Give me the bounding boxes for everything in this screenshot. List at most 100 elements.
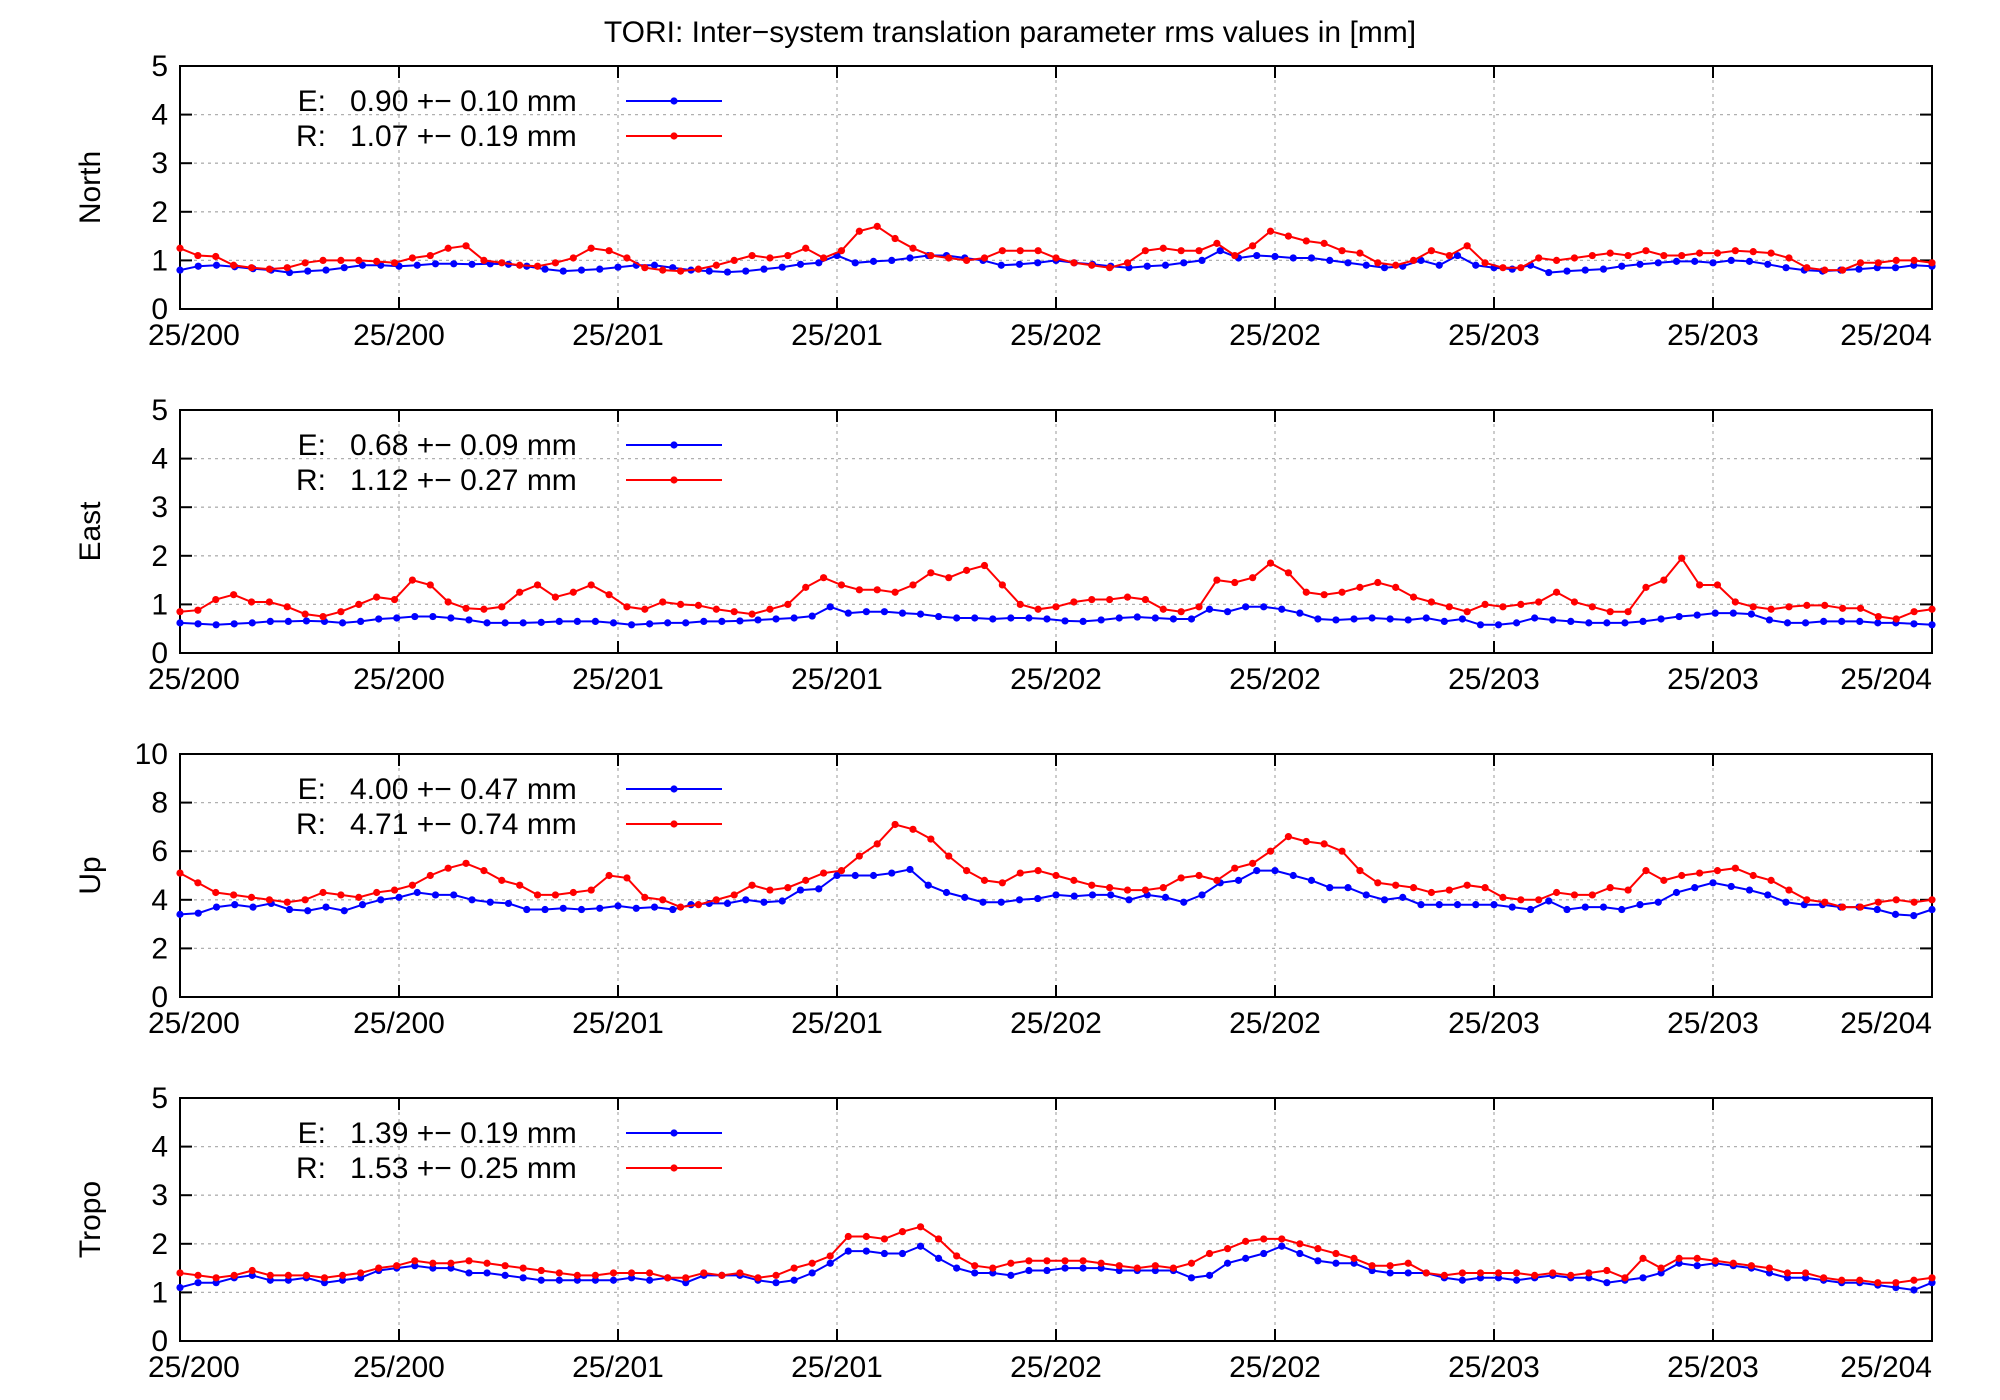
east-data-point — [337, 608, 345, 616]
tropo-data-point — [1223, 1245, 1232, 1253]
north-data-point — [1326, 256, 1334, 264]
north-data-point — [891, 234, 899, 243]
up-xtick-label: 25/203 — [1448, 1007, 1540, 1040]
up-data-point — [1581, 903, 1589, 911]
up-data-point — [802, 876, 810, 884]
east-data-point — [1729, 609, 1737, 617]
up-data-point — [1563, 905, 1571, 914]
north-data-point — [1070, 259, 1078, 267]
up-data-point — [1463, 881, 1471, 889]
east-data-point — [265, 598, 273, 606]
north-data-point — [498, 259, 506, 267]
north-data-point — [1517, 264, 1525, 272]
north-data-point — [1435, 261, 1443, 269]
north-data-point — [1015, 260, 1024, 268]
north-data-point — [1545, 268, 1553, 277]
tropo-data-point — [1603, 1266, 1611, 1275]
up-data-point — [819, 869, 828, 877]
north-data-point — [998, 247, 1006, 255]
east-data-point — [1061, 617, 1069, 625]
up-data-point — [1034, 867, 1042, 875]
up-data-point — [1417, 901, 1425, 909]
east-data-point — [444, 598, 452, 606]
north-data-point — [283, 264, 291, 272]
tropo-data-point — [826, 1252, 834, 1260]
up-data-point — [669, 905, 677, 914]
up-data-point — [1198, 891, 1206, 899]
tropo-data-point — [1639, 1274, 1647, 1282]
up-data-point — [1535, 896, 1543, 904]
tropo-data-point — [176, 1269, 184, 1277]
up-data-point — [541, 905, 549, 914]
up-data-point — [390, 886, 399, 894]
tropo-xtick-label: 25/203 — [1448, 1351, 1540, 1384]
up-legend-name: R: — [296, 808, 326, 841]
north-data-point — [559, 267, 567, 275]
up-data-point — [1654, 898, 1662, 906]
tropo-data-point — [1061, 1264, 1069, 1272]
east-data-point — [302, 617, 311, 625]
east-data-point — [963, 566, 971, 574]
tropo-xtick-label: 25/200 — [148, 1351, 240, 1384]
north-data-point — [1249, 242, 1257, 250]
east-data-point — [754, 616, 762, 624]
east-data-point — [1422, 614, 1430, 622]
north-data-point — [1344, 259, 1352, 267]
east-data-point — [1494, 621, 1503, 629]
east-data-point — [519, 619, 527, 627]
north-data-point — [468, 260, 476, 268]
north-data-point — [1453, 251, 1462, 260]
up-data-point — [712, 896, 720, 904]
up-ytick-label: 4 — [151, 884, 168, 917]
north-data-point — [742, 267, 750, 275]
north-data-point — [1338, 247, 1346, 255]
tropo-data-point — [230, 1271, 238, 1279]
east-data-point — [862, 608, 870, 616]
east-data-point — [555, 617, 563, 626]
up-ytick-label: 0 — [151, 981, 168, 1014]
east-data-point — [909, 581, 917, 589]
tropo-ytick-label: 0 — [151, 1325, 168, 1358]
east-data-point — [916, 610, 925, 618]
east-data-point — [1675, 612, 1683, 621]
east-data-point — [1314, 615, 1322, 623]
east-data-point — [1266, 559, 1275, 567]
north-data-point — [1839, 266, 1847, 274]
tropo-data-point — [790, 1264, 798, 1272]
up-data-point — [1409, 884, 1418, 892]
tropo-data-point — [1314, 1257, 1322, 1265]
up-data-point — [1374, 879, 1382, 887]
tropo-data-point — [483, 1269, 491, 1277]
up-data-point — [249, 903, 257, 911]
east-data-point — [784, 600, 792, 609]
east-data-point — [516, 588, 524, 596]
north-data-point — [1143, 262, 1151, 270]
up-data-point — [1785, 886, 1793, 894]
east-data-point — [1016, 600, 1024, 609]
tropo-data-point — [971, 1262, 979, 1270]
tropo-data-point — [1603, 1279, 1611, 1287]
up-data-point — [730, 891, 738, 899]
up-data-point — [961, 893, 969, 901]
east-data-point — [1785, 603, 1793, 611]
east-data-point — [1079, 617, 1087, 626]
tropo-data-point — [754, 1274, 762, 1282]
up-data-point — [1731, 864, 1739, 872]
up-data-point — [1234, 876, 1243, 884]
north-data-point — [748, 251, 756, 260]
tropo-data-point — [1278, 1235, 1286, 1243]
north-data-point — [516, 261, 524, 269]
east-data-point — [501, 619, 509, 627]
up-data-point — [1344, 884, 1352, 892]
tropo-data-point — [537, 1266, 545, 1275]
up-data-point — [559, 904, 567, 912]
east-data-point — [1374, 578, 1382, 587]
up-data-point — [468, 896, 476, 904]
north-data-point — [533, 262, 542, 270]
east-data-point — [1106, 595, 1114, 604]
east-data-point — [627, 621, 636, 629]
tropo-data-point — [934, 1235, 943, 1243]
up-ytick-label: 10 — [135, 738, 168, 771]
east-data-point — [248, 619, 256, 627]
north-data-point — [390, 259, 399, 267]
